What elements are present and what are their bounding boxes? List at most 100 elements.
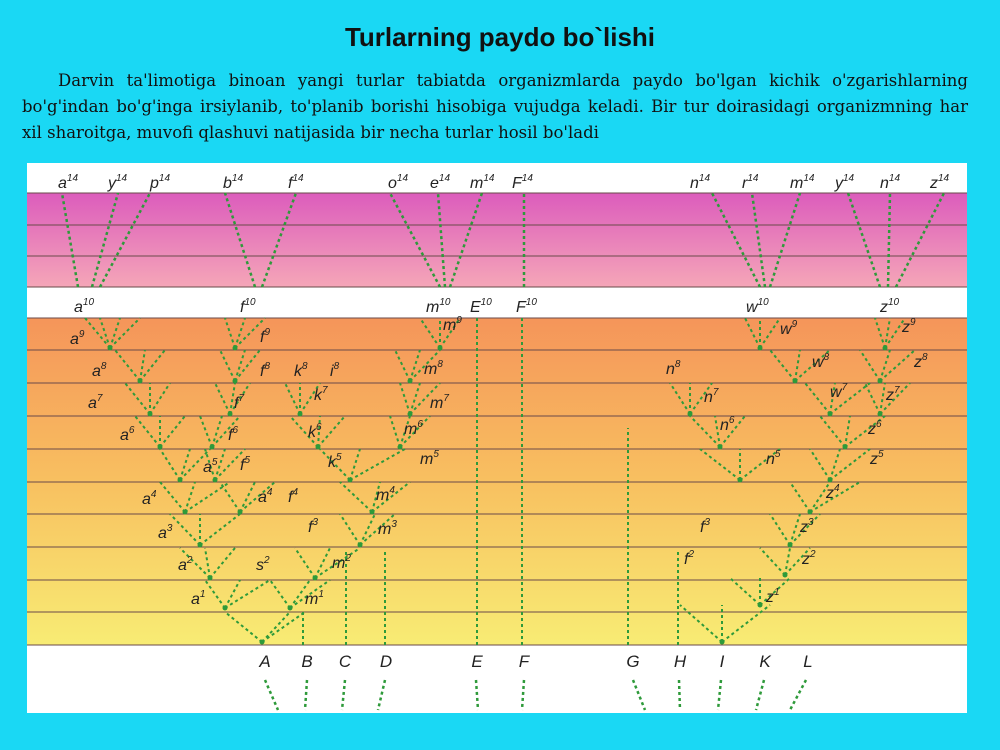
branch-label: a4 [142, 489, 157, 508]
branch-node [177, 477, 183, 483]
branch-label: n14 [880, 173, 900, 192]
branch-line [754, 679, 766, 711]
branch-label: a9 [70, 329, 85, 348]
branch-line [60, 192, 80, 288]
label-superscript: 9 [79, 329, 85, 340]
branch-node [782, 572, 788, 578]
branch-node [232, 378, 238, 384]
label-superscript: 7 [443, 393, 449, 404]
branch-line [234, 317, 246, 349]
branch-line [804, 382, 831, 415]
branch-line [109, 317, 121, 349]
branch-label: n5 [766, 449, 781, 468]
branch-label: z10 [879, 297, 900, 316]
branch-label: a6 [120, 425, 135, 444]
branch-line [719, 415, 746, 448]
label-superscript: 7 [842, 382, 848, 393]
branch-node [237, 509, 243, 515]
label-superscript: 14 [483, 173, 495, 184]
branch-label: z1 [765, 587, 780, 606]
label-superscript: 10 [83, 297, 95, 308]
label-superscript: 8 [101, 361, 107, 372]
label-superscript: 14 [803, 173, 815, 184]
branch-node [232, 345, 238, 351]
label-letter: m [430, 395, 443, 412]
label-superscript: 14 [889, 173, 901, 184]
branch-label: a14 [58, 173, 78, 192]
branch-line [84, 317, 111, 349]
label-superscript: 8 [922, 352, 928, 363]
label-letter: p [149, 175, 159, 192]
branch-label: b14 [223, 173, 243, 192]
label-superscript: 6 [729, 415, 735, 426]
branch-line [199, 513, 241, 546]
label-superscript: 1 [200, 589, 206, 600]
label-superscript: 3 [391, 519, 397, 530]
branch-node [227, 411, 233, 417]
label-letter: z [799, 519, 808, 536]
branch-label: z9 [901, 317, 916, 336]
label-letter: k [308, 424, 317, 441]
lineage-label: K [759, 652, 771, 671]
label-superscript: 3 [167, 523, 173, 534]
label-letter: a [74, 299, 83, 316]
label-letter: m [404, 421, 417, 438]
branch-line [224, 611, 263, 643]
branch-line [789, 513, 821, 546]
label-superscript: 6 [316, 422, 322, 433]
branch-node [687, 411, 693, 417]
branch-label: f9 [260, 327, 270, 346]
branch-line [689, 415, 721, 448]
label-letter: b [223, 175, 232, 192]
branch-label: w10 [746, 297, 769, 316]
branch-line [409, 349, 441, 382]
branch-line [879, 382, 886, 415]
label-letter: f [700, 519, 706, 536]
label-letter: k [314, 387, 323, 404]
label-letter: F [512, 175, 523, 192]
branch-label: n14 [690, 173, 710, 192]
label-superscript: 7 [713, 387, 719, 398]
branch-label: F14 [512, 173, 533, 192]
branch-node [827, 411, 833, 417]
branch-label: z4 [825, 483, 840, 502]
label-letter: m [420, 451, 433, 468]
label-letter: y [834, 175, 844, 192]
branch-label: m7 [430, 393, 449, 412]
branch-node [842, 444, 848, 450]
label-superscript: 4 [151, 489, 157, 500]
label-letter: f [260, 363, 266, 380]
branch-node [147, 411, 153, 417]
label-superscript: 5 [433, 449, 439, 460]
label-letter: n [880, 175, 889, 192]
label-letter: z [879, 299, 888, 316]
branch-node [737, 477, 743, 483]
label-letter: z [901, 319, 910, 336]
label-letter: a [142, 491, 151, 508]
lineage-label: E [471, 652, 483, 671]
branch-line [229, 382, 236, 415]
branch-line [784, 547, 791, 576]
label-letter: n [720, 417, 729, 434]
branch-node [407, 378, 413, 384]
label-letter: w [780, 321, 793, 338]
branch-line [520, 679, 526, 711]
branch-node [287, 605, 293, 611]
label-letter: m [424, 361, 437, 378]
label-letter: a [158, 525, 167, 542]
branch-label: k5 [328, 452, 342, 471]
branch-node [209, 444, 215, 450]
branch-line [809, 448, 831, 481]
lineage-label: B [301, 652, 312, 671]
branch-line [376, 679, 387, 711]
branch-line [716, 679, 723, 711]
label-superscript: 14 [67, 173, 79, 184]
label-superscript: 14 [747, 173, 759, 184]
label-superscript: 14 [292, 173, 304, 184]
label-letter: i [330, 363, 334, 380]
label-letter: n [666, 361, 675, 378]
branch-label: f7 [234, 393, 244, 412]
branch-label: m1 [305, 589, 324, 608]
label-letter: z [801, 551, 810, 568]
